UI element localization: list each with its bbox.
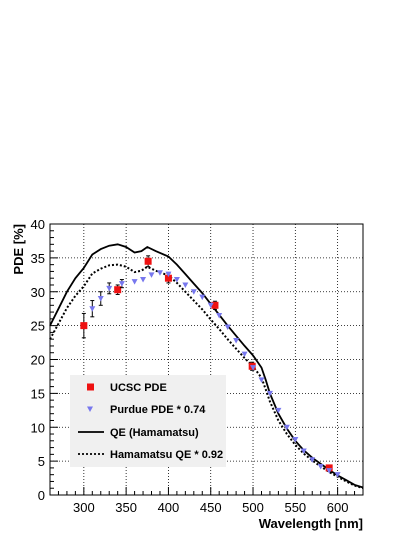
purdue-pde-point [334,472,341,478]
purdue-pde-point [309,457,316,463]
legend-square-marker [87,383,94,391]
purdue-pde-point [224,324,231,330]
y-tick-label: 0 [38,488,45,503]
purdue-pde-point [156,270,163,276]
purdue-pde-point [258,377,265,383]
ucsc-pde-point [164,274,172,282]
x-tick-label: 350 [115,500,137,515]
purdue-pde-point [207,302,214,309]
purdue-pde-point [241,351,248,358]
purdue-pde-point [165,271,172,278]
purdue-pde-point [250,365,257,371]
y-tick-label: 15 [31,386,45,401]
purdue-pde-point [283,424,290,431]
y-tick-label: 35 [31,251,45,266]
y-tick-label: 5 [38,454,45,469]
ucsc-pde-point [211,301,219,309]
x-axis-title: Wavelength [nm] [259,516,363,531]
x-tick-label: 600 [327,500,349,515]
y-axis-title: PDE [%] [11,224,26,275]
purdue-pde-point [140,277,147,283]
legend-qe-hamamatsu-label: QE (Hamamatsu) [110,427,199,439]
purdue-pde-point [89,306,96,312]
purdue-pde-point [317,464,324,470]
legend: UCSC PDE Purdue PDE * 0.74 QE (Hamamatsu) H… [78,382,223,461]
x-tick-label: 500 [242,500,264,515]
ucsc-pde-point [144,257,152,265]
purdue-pde-point [148,272,155,278]
x-tick-label: 300 [73,500,95,515]
purdue-pde-point [233,338,240,344]
purdue-pde-point [173,277,180,283]
purdue-pde-point [131,279,138,285]
legend-box [70,375,226,467]
legend-ucsc-pde-label: UCSC PDE [110,382,167,394]
legend-purdue-pde-label: Purdue PDE * 0.74 [110,404,206,416]
axes: 300 350 400 450 500 550 600 0 5 10 15 20 25 30 35 40 [31,217,364,515]
purdue-pde-point [199,294,206,301]
y-tick-label: 40 [31,217,45,232]
x-tick-label: 400 [158,500,180,515]
y-tick-label: 10 [31,420,45,435]
purdue-pde-point [106,285,113,292]
purdue-pde-point [326,468,333,474]
purdue-pde-point [97,296,104,302]
legend-hamamatsu-qe-scaled-label: Hamamatsu QE * 0.92 [110,449,223,461]
purdue-pde-point [190,289,197,295]
ucsc-pde-point [325,464,333,472]
legend-triangle-marker [87,406,93,412]
purdue-pde-point [275,407,282,414]
purdue-pde-point [300,448,307,454]
x-tick-label: 450 [200,500,222,515]
series-layer [49,243,364,490]
purdue-pde-point [118,281,125,287]
y-tick-label: 30 [31,285,45,300]
purdue-pde-point [216,312,223,319]
y-tick-label: 25 [31,319,45,334]
purdue-pde-point [266,390,273,397]
purdue-pde-point [292,436,299,443]
y-tick-label: 20 [31,353,45,368]
purdue-pde-point [182,282,189,288]
ucsc-pde-point [114,286,122,294]
x-tick-label: 550 [284,500,306,515]
ucsc-pde-point [80,322,88,330]
